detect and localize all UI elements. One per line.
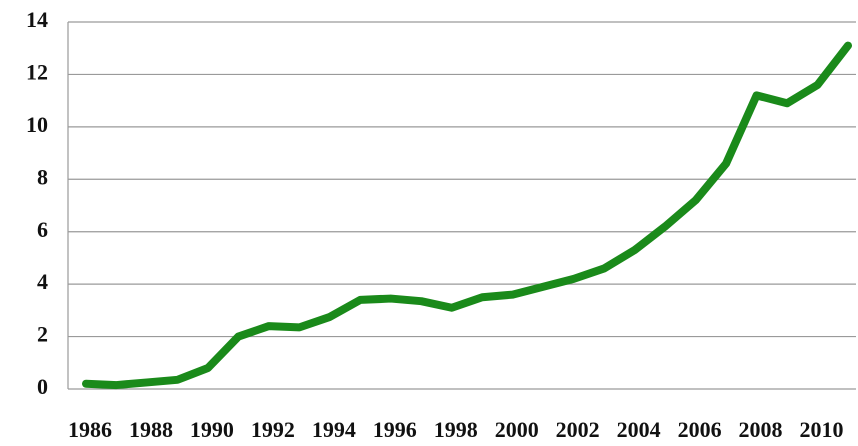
x-tick-label: 2002 bbox=[556, 417, 600, 442]
y-tick-label: 4 bbox=[37, 269, 48, 294]
x-tick-label: 2006 bbox=[678, 417, 722, 442]
x-tick-label: 1998 bbox=[434, 417, 478, 442]
x-tick-label: 1994 bbox=[312, 417, 356, 442]
y-tick-label: 14 bbox=[26, 7, 48, 32]
y-tick-label: 8 bbox=[37, 164, 48, 189]
x-tick-label: 1996 bbox=[373, 417, 417, 442]
x-tick-label: 2004 bbox=[617, 417, 661, 442]
x-tick-label: 1990 bbox=[190, 417, 234, 442]
x-tick-label: 1992 bbox=[251, 417, 295, 442]
line bbox=[82, 41, 852, 390]
y-tick-label: 10 bbox=[26, 112, 48, 137]
x-tick-label: 1988 bbox=[129, 417, 173, 442]
y-tick-label: 2 bbox=[37, 322, 48, 347]
y-tick-label: 0 bbox=[37, 374, 48, 399]
y-tick-label: 6 bbox=[37, 217, 48, 242]
x-tick-label: 2000 bbox=[495, 417, 539, 442]
x-tick-label: 2008 bbox=[739, 417, 783, 442]
y-tick-label: 12 bbox=[26, 59, 48, 84]
x-tick-label: 2010 bbox=[800, 417, 844, 442]
x-tick-label: 1986 bbox=[68, 417, 112, 442]
